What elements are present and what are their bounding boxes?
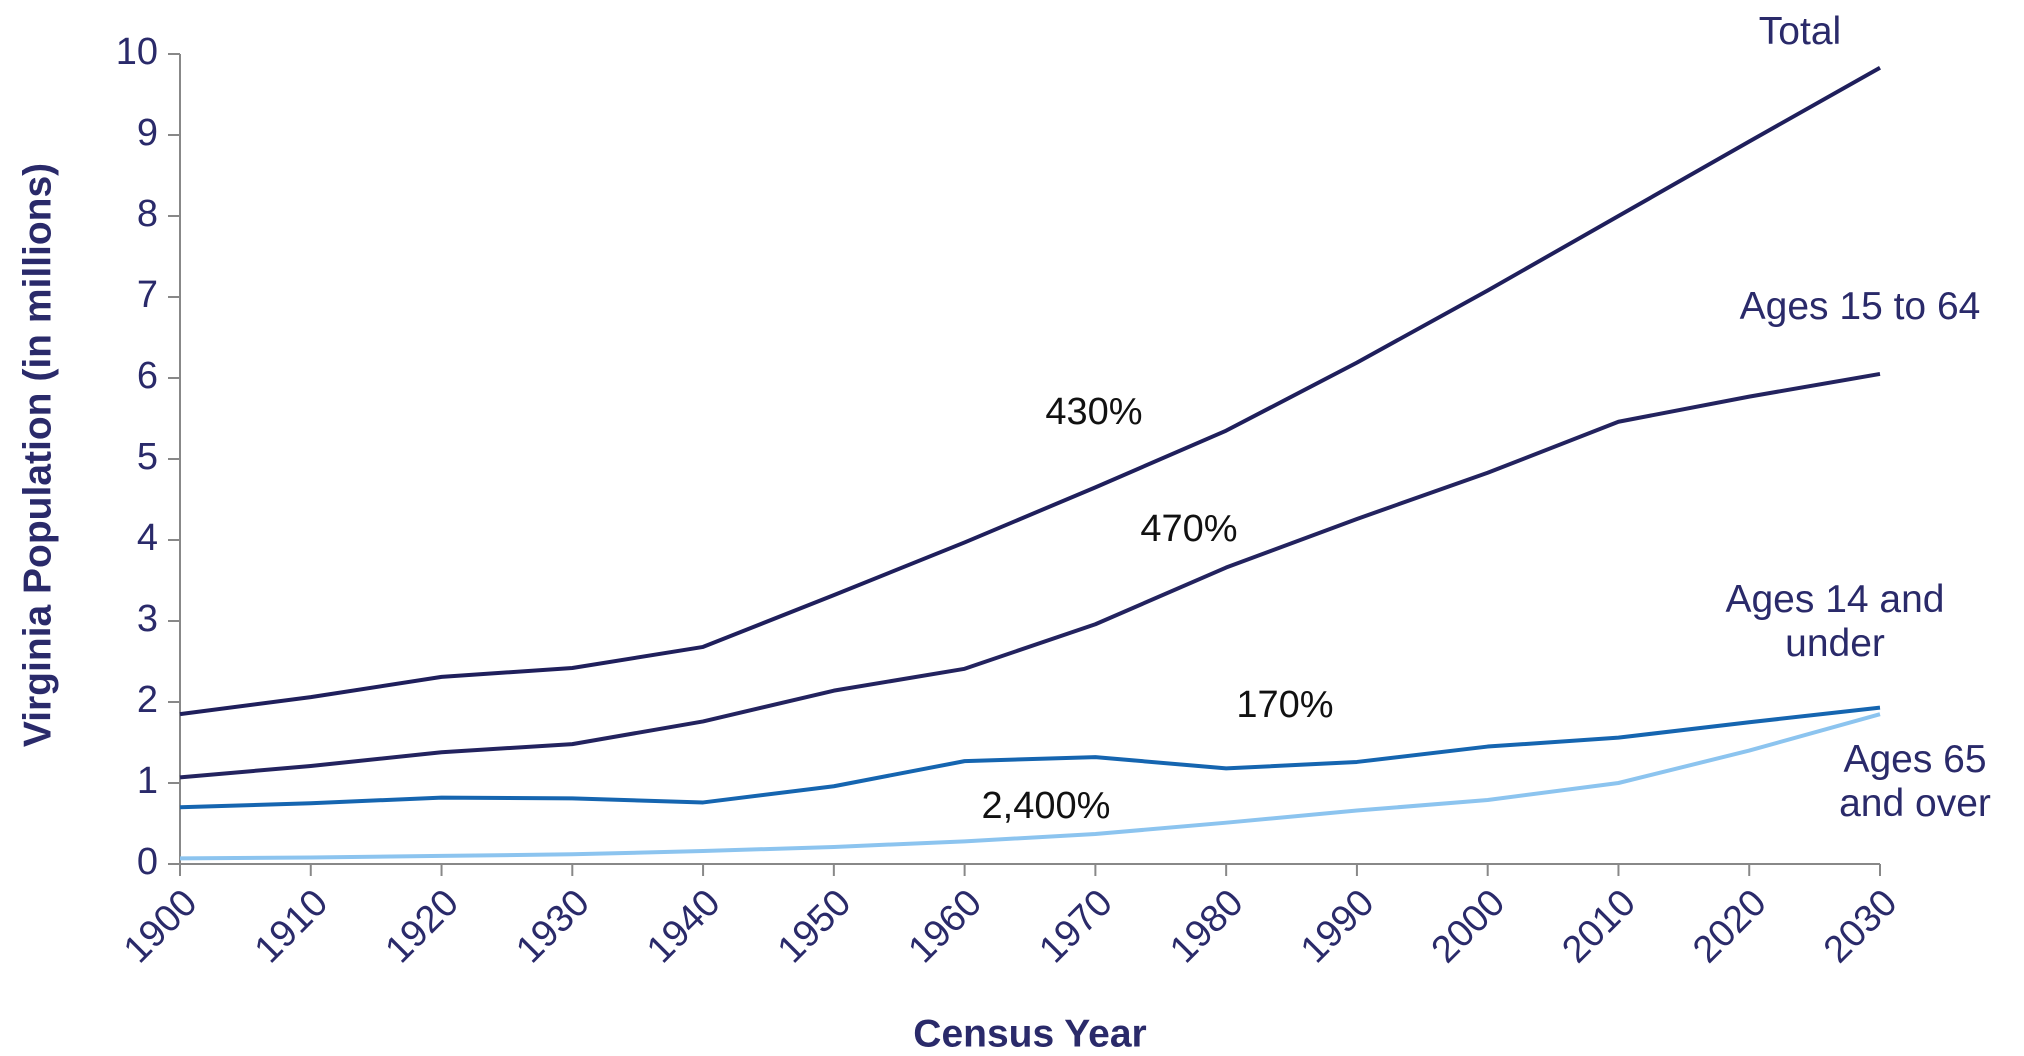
y-tick-label: 3	[137, 598, 158, 640]
x-tick-label: 2020	[1685, 882, 1774, 971]
x-tick-label: 2010	[1554, 882, 1643, 971]
x-axis-title: Census Year	[913, 1012, 1146, 1055]
x-tick-label: 2030	[1816, 882, 1905, 971]
x-tick-label: 1940	[639, 882, 728, 971]
series-line	[179, 371, 1881, 780]
y-tick-label: 8	[137, 193, 158, 235]
x-tick-label: 1910	[247, 882, 336, 971]
y-tick-label: 10	[116, 31, 158, 73]
series-label: Total	[1758, 10, 1842, 53]
annotation: 430%	[1045, 391, 1142, 433]
x-tick-label: 1990	[1293, 882, 1382, 971]
y-tick-label: 6	[137, 355, 158, 397]
y-tick-label: 0	[137, 841, 158, 883]
y-axis-title: Virginia Population (in millions)	[16, 163, 59, 747]
x-tick-label: 1920	[378, 882, 467, 971]
y-tick-label: 4	[137, 517, 158, 559]
series-line	[179, 712, 1881, 861]
y-tick-label: 2	[137, 679, 158, 721]
x-tick-label: 1900	[116, 882, 205, 971]
annotation: 2,400%	[982, 785, 1111, 827]
y-tick-label: 1	[137, 760, 158, 802]
annotation: 170%	[1236, 684, 1333, 726]
y-tick-label: 5	[137, 436, 158, 478]
x-tick-label: 1970	[1031, 882, 1120, 971]
x-tick-label: 2000	[1424, 882, 1513, 971]
series-label: Ages 14 and under	[1725, 578, 1945, 665]
series-line	[179, 66, 1881, 717]
x-tick-label: 1950	[770, 882, 859, 971]
annotation: 470%	[1140, 508, 1237, 550]
x-tick-label: 1980	[1162, 882, 1251, 971]
y-tick-label: 9	[137, 112, 158, 154]
series-label: Ages 15 to 64	[1739, 285, 1981, 328]
series-line	[179, 705, 1881, 810]
x-tick-label: 1960	[901, 882, 990, 971]
x-tick-label: 1930	[508, 882, 597, 971]
y-tick-label: 7	[137, 274, 158, 316]
series-label: Ages 65 and over	[1839, 738, 1991, 825]
